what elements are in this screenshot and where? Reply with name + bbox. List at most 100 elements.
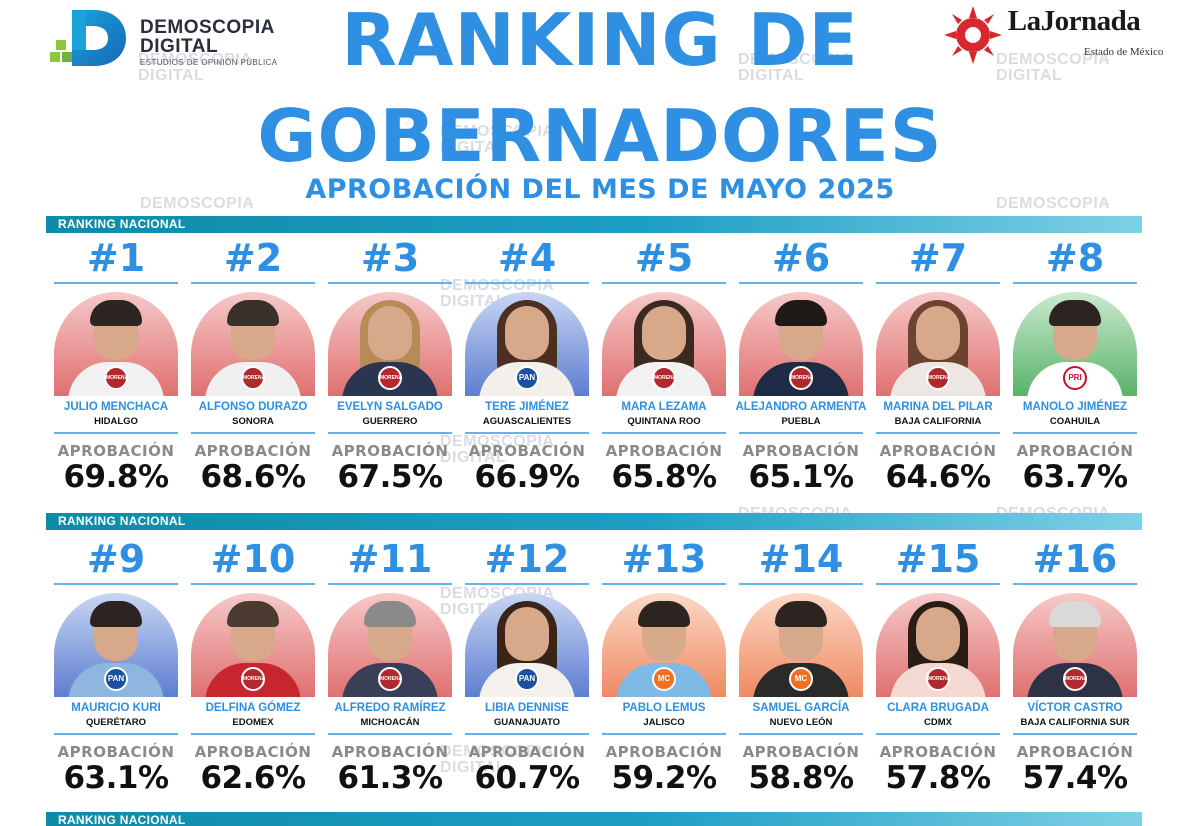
hair	[638, 601, 690, 627]
governor-card: #9 PAN MAURICIO KURI QUERÉTARO APROBACIÓN 63.…	[48, 537, 184, 799]
divider	[602, 432, 726, 434]
approval-value: 63.1%	[63, 760, 169, 796]
governor-portrait: MORENA	[191, 292, 315, 396]
approval-label: APROBACIÓN	[1016, 743, 1134, 761]
divider	[465, 733, 589, 735]
approval-value: 66.9%	[474, 459, 580, 495]
governor-state: EDOMEX	[232, 717, 274, 728]
la-jornada-edition: Estado de México	[1084, 46, 1164, 58]
rank-number: #9	[86, 537, 146, 581]
governor-state: CDMX	[924, 717, 952, 728]
divider	[1013, 583, 1137, 585]
governor-card: #13 MC PABLO LEMUS JALISCO APROBACIÓN 59.2%	[596, 537, 732, 799]
approval-label: APROBACIÓN	[331, 442, 449, 460]
governor-portrait: PAN	[465, 292, 589, 396]
governor-card: #15 MORENA CLARA BRUGADA CDMX APROBACIÓN 57.8…	[870, 537, 1006, 799]
divider	[54, 583, 178, 585]
rank-number: #12	[484, 537, 570, 581]
divider	[602, 282, 726, 284]
governor-name: SAMUEL GARCÍA	[752, 702, 850, 714]
governor-name: ALFONSO DURAZO	[198, 401, 308, 413]
governor-portrait: PRI	[1013, 292, 1137, 396]
governor-portrait: MORENA	[54, 292, 178, 396]
rank-number: #16	[1032, 537, 1118, 581]
governor-portrait: MORENA	[739, 292, 863, 396]
divider	[54, 432, 178, 434]
governor-state: BAJA CALIFORNIA SUR	[1020, 717, 1130, 728]
party-badge: MORENA	[104, 366, 128, 390]
governor-card: #12 PAN LIBIA DENNISE GUANAJUATO APROBACIÓN 6…	[459, 537, 595, 799]
divider	[465, 583, 589, 585]
governor-state: JALISCO	[643, 717, 685, 728]
divider	[602, 733, 726, 735]
party-badge: MC	[789, 667, 813, 691]
governor-state: HIDALGO	[94, 416, 138, 427]
governor-name: TERE JIMÉNEZ	[485, 401, 569, 413]
rank-number: #3	[360, 236, 420, 280]
face	[916, 607, 960, 661]
rank-number: #15	[895, 537, 981, 581]
divider	[876, 432, 1000, 434]
approval-label: APROBACIÓN	[194, 442, 312, 460]
governor-card: #3 MORENA EVELYN SALGADO GUERRERO APROBACIÓN…	[322, 236, 458, 498]
governor-portrait: MORENA	[191, 593, 315, 697]
approval-value: 65.1%	[748, 459, 854, 495]
hair	[227, 601, 279, 627]
rank-number: #10	[210, 537, 296, 581]
hair	[1049, 300, 1101, 326]
governor-portrait: MORENA	[328, 292, 452, 396]
divider	[328, 733, 452, 735]
rank-number: #1	[86, 236, 146, 280]
approval-label: APROBACIÓN	[194, 743, 312, 761]
section-bar: RANKING NACIONAL	[46, 216, 1142, 233]
divider	[54, 733, 178, 735]
divider	[1013, 432, 1137, 434]
governor-state: QUERÉTARO	[86, 717, 146, 728]
rank-number: #14	[758, 537, 844, 581]
governor-state: GUANAJUATO	[493, 717, 561, 728]
governor-name: CLARA BRUGADA	[887, 702, 989, 714]
approval-label: APROBACIÓN	[331, 743, 449, 761]
governor-name: MARINA DEL PILAR	[883, 401, 993, 413]
divider	[54, 282, 178, 284]
section-bar: RANKING NACIONAL	[46, 513, 1142, 530]
governor-portrait: MORENA	[328, 593, 452, 697]
approval-value: 67.5%	[337, 459, 443, 495]
governor-portrait: MORENA	[876, 292, 1000, 396]
governor-state: MICHOACÁN	[360, 717, 420, 728]
party-badge: MORENA	[926, 667, 950, 691]
demoscopia-d-icon	[50, 10, 126, 66]
divider	[328, 282, 452, 284]
approval-value: 57.8%	[885, 760, 991, 796]
divider	[465, 432, 589, 434]
governor-name: MAURICIO KURI	[71, 702, 161, 714]
approval-label: APROBACIÓN	[605, 743, 723, 761]
rank-number: #2	[223, 236, 283, 280]
governor-state: COAHUILA	[1049, 416, 1101, 427]
party-badge: PAN	[515, 667, 539, 691]
approval-value: 62.6%	[200, 760, 306, 796]
divider	[465, 282, 589, 284]
hair	[775, 300, 827, 326]
governor-card: #5 MORENA MARA LEZAMA QUINTANA ROO APROBACIÓ…	[596, 236, 732, 498]
governor-portrait: MORENA	[876, 593, 1000, 697]
divider	[328, 432, 452, 434]
face	[642, 306, 686, 360]
hair	[90, 601, 142, 627]
governor-name: MARA LEZAMA	[621, 401, 707, 413]
rank-number: #8	[1045, 236, 1105, 280]
party-badge: MORENA	[378, 366, 402, 390]
governor-name: MANOLO JIMÉNEZ	[1022, 401, 1128, 413]
section-bar: RANKING NACIONAL	[46, 812, 1142, 826]
party-badge: MORENA	[926, 366, 950, 390]
approval-value: 64.6%	[885, 459, 991, 495]
divider	[876, 282, 1000, 284]
hair	[364, 601, 416, 627]
approval-label: APROBACIÓN	[57, 442, 175, 460]
approval-value: 69.8%	[63, 459, 169, 495]
party-badge: MORENA	[1063, 667, 1087, 691]
governor-portrait: MC	[602, 593, 726, 697]
rank-number: #6	[771, 236, 831, 280]
governor-card: #16 MORENA VÍCTOR CASTRO BAJA CALIFORNIA SU…	[1007, 537, 1143, 799]
rank-number: #13	[621, 537, 707, 581]
